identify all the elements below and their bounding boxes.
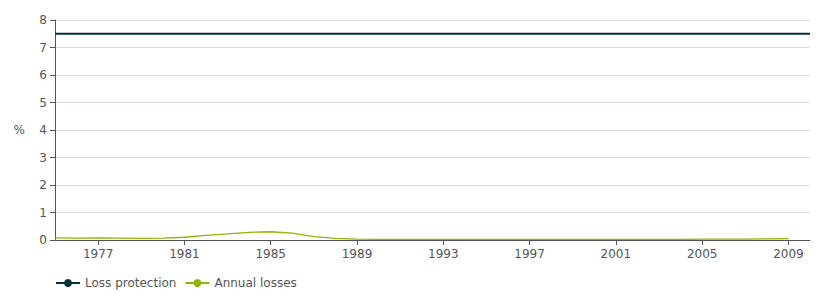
svg-text:4: 4 (39, 123, 47, 137)
svg-text:2005: 2005 (687, 247, 718, 261)
svg-text:%: % (14, 123, 25, 137)
svg-text:1981: 1981 (169, 247, 200, 261)
svg-text:1977: 1977 (83, 247, 114, 261)
svg-text:7: 7 (39, 41, 47, 55)
svg-text:2: 2 (39, 178, 47, 192)
svg-text:1985: 1985 (255, 247, 286, 261)
svg-text:1993: 1993 (428, 247, 459, 261)
svg-text:6: 6 (39, 68, 47, 82)
svg-text:2009: 2009 (773, 247, 804, 261)
svg-text:1989: 1989 (342, 247, 373, 261)
svg-text:1: 1 (39, 206, 47, 220)
svg-text:1997: 1997 (514, 247, 545, 261)
svg-text:Loss protection: Loss protection (85, 276, 176, 290)
svg-text:3: 3 (39, 151, 47, 165)
svg-text:0: 0 (39, 233, 47, 247)
svg-text:5: 5 (39, 96, 47, 110)
svg-text:Annual losses: Annual losses (214, 276, 296, 290)
svg-text:2001: 2001 (601, 247, 632, 261)
svg-text:8: 8 (39, 13, 47, 27)
